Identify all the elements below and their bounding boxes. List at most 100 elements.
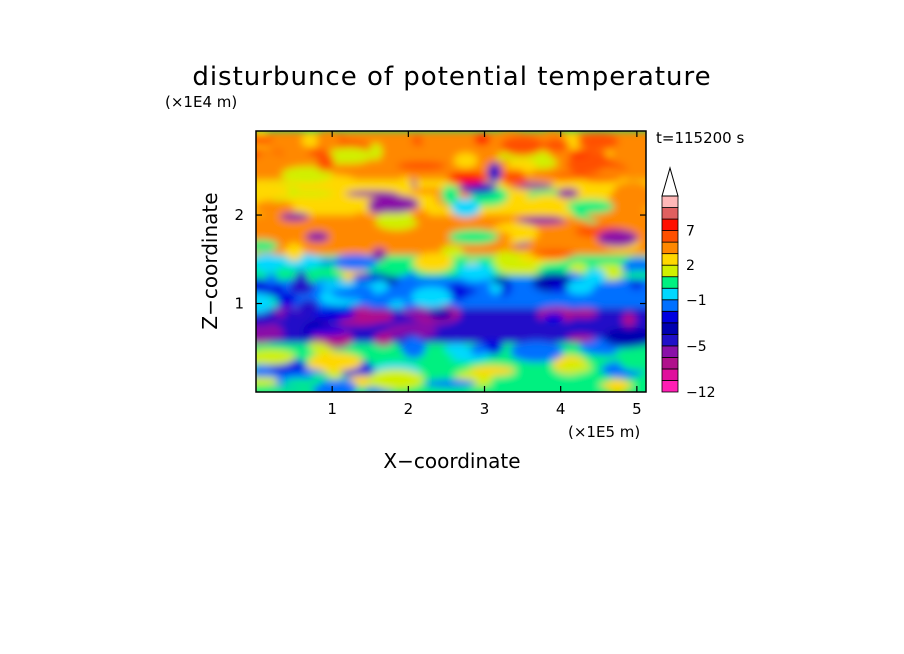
field-patch <box>401 337 426 359</box>
field-patch <box>413 252 454 273</box>
field-patch <box>281 166 333 183</box>
colorbar-swatch <box>661 241 679 255</box>
field-patch <box>457 181 497 195</box>
field-patch <box>453 152 478 169</box>
field-patch <box>446 283 470 301</box>
field-patch <box>457 263 494 282</box>
y-scale-label: (×1E4 m) <box>165 93 237 111</box>
field-patch <box>449 355 485 362</box>
field-patch <box>566 155 605 175</box>
field-patch <box>283 308 300 324</box>
y-tick-label: 1 <box>234 295 244 313</box>
colorbar-tick-label: −1 <box>686 293 707 309</box>
field-patch <box>334 217 348 238</box>
field-patch <box>451 198 481 218</box>
field-patch <box>389 231 410 252</box>
field-patch <box>256 151 283 166</box>
field-patch <box>533 385 548 392</box>
field-patch <box>585 268 607 285</box>
field-patch <box>307 352 363 372</box>
field-patch <box>509 341 564 363</box>
x-tick-label: 3 <box>480 400 490 418</box>
colorbar-tick-label: −12 <box>686 385 716 401</box>
field-patch <box>374 332 393 347</box>
x-tick-label: 5 <box>632 400 642 418</box>
field-patch <box>568 262 588 274</box>
x-axis: 1 2 3 4 5 <box>327 131 642 418</box>
field-patch <box>305 231 330 243</box>
field-patch <box>491 276 509 285</box>
field-patch <box>440 245 464 258</box>
field-patch <box>282 320 307 342</box>
colorbar-swatch <box>661 357 679 370</box>
field-patch <box>473 134 491 146</box>
field-patch <box>566 334 596 342</box>
field-patch <box>378 260 414 277</box>
field-patch <box>327 379 358 392</box>
field-patch <box>348 212 374 233</box>
colorbar-swatch <box>661 253 679 266</box>
field-patch <box>614 347 646 356</box>
field-patch <box>315 151 335 172</box>
field-patch <box>531 249 576 259</box>
y-axis-label: Z−coordinate <box>198 192 222 329</box>
field-patch <box>543 312 565 323</box>
field-patch <box>276 291 298 308</box>
field-patch <box>546 231 560 240</box>
field-patch <box>408 187 448 194</box>
y-axis: 12 <box>234 206 646 313</box>
field-patch <box>265 273 278 286</box>
field-patch <box>385 323 437 339</box>
x-scale-label: (×1E5 m) <box>568 423 640 441</box>
field-patch <box>256 292 274 314</box>
field-patch <box>516 216 567 225</box>
field-patch <box>556 188 580 199</box>
field-patch <box>304 327 350 336</box>
colorbar-swatch <box>661 218 679 231</box>
field-patch <box>436 131 464 143</box>
field-patch <box>411 209 430 222</box>
field-patch <box>469 365 516 376</box>
field-patch <box>566 279 595 295</box>
y-tick-label: 2 <box>234 206 244 224</box>
colorbar-swatch <box>661 345 679 358</box>
field-patch <box>428 308 453 321</box>
field-patch <box>599 382 634 390</box>
field-patch <box>501 169 528 187</box>
colorbar-swatch <box>661 322 679 335</box>
field-patch <box>367 368 424 391</box>
field-patch <box>622 312 636 327</box>
field-patch <box>396 161 447 171</box>
field-patch <box>492 250 520 271</box>
chart-title: disturbunce of potential temperature <box>192 62 711 92</box>
field-patch <box>276 205 290 214</box>
colorbar-swatch <box>661 380 679 393</box>
field-patch <box>550 283 566 294</box>
field-patch <box>571 308 598 318</box>
field-patch <box>352 273 382 283</box>
field-patch <box>619 354 646 371</box>
heatmap-field <box>256 131 646 392</box>
field-patch <box>288 190 334 197</box>
field-patch <box>256 239 279 252</box>
field-patch <box>531 171 560 178</box>
colorbar-swatch <box>661 368 679 381</box>
time-annotation: t=115200 s <box>656 129 744 147</box>
colorbar-tick-label: −5 <box>686 339 707 355</box>
field-patch <box>420 132 438 146</box>
field-patch <box>424 379 477 388</box>
field-patch <box>418 147 433 162</box>
field-patch <box>315 270 346 280</box>
field-patch <box>470 344 488 356</box>
colorbar-tick-label: 2 <box>686 258 695 274</box>
x-axis-label: X−coordinate <box>383 449 520 473</box>
colorbar-swatch <box>661 264 679 278</box>
field-patch <box>332 254 378 271</box>
field-patch <box>441 184 460 206</box>
field-patch <box>397 176 413 197</box>
field-patch <box>577 133 619 150</box>
field-patch <box>500 135 544 156</box>
field-patch <box>256 182 290 200</box>
field-patch <box>256 349 296 366</box>
